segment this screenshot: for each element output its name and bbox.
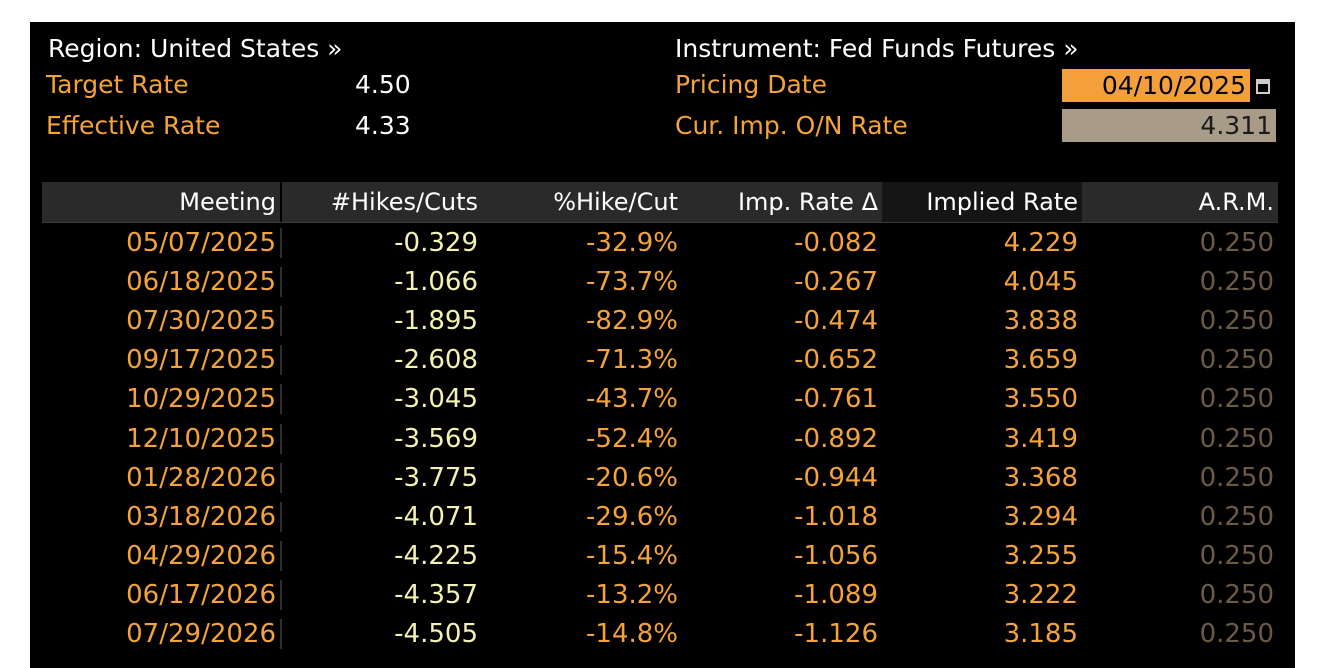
table-row[interactable]: 10/29/2025 -3.045 -43.7% -0.761 3.550 0.250 [42, 380, 1278, 419]
calendar-icon[interactable] [1250, 69, 1276, 102]
meeting-date: 12/10/2025 [42, 423, 282, 454]
implied-rate-value: 3.838 [1003, 305, 1078, 336]
hikes-cuts-value: -4.071 [394, 501, 478, 532]
imp-rate-delta-value: -0.761 [794, 384, 878, 415]
meeting-date: 10/29/2025 [42, 384, 282, 415]
table-row[interactable]: 04/29/2026 -4.225 -15.4% -1.056 3.255 0.250 [42, 537, 1278, 576]
meeting-date: 05/07/2025 [42, 227, 282, 258]
target-rate-label: Target Rate [46, 70, 189, 99]
hikes-cuts-value: -3.775 [394, 462, 478, 493]
meeting-date: 07/29/2026 [42, 619, 282, 650]
pricing-date-input[interactable]: 04/10/2025 [1062, 69, 1250, 102]
implied-rate-value: 3.419 [1003, 423, 1078, 454]
col-header-hikes-cuts[interactable]: #Hikes/Cuts [330, 188, 478, 216]
hikes-cuts-value: -3.045 [394, 384, 478, 415]
arm-value: 0.250 [1199, 266, 1274, 297]
implied-rate-value: 3.294 [1003, 501, 1078, 532]
hikes-cuts-value: -4.357 [394, 580, 478, 611]
cur-imp-rate-label: Cur. Imp. O/N Rate [675, 111, 908, 140]
imp-rate-delta-value: -0.474 [794, 305, 878, 336]
col-header-imp-rate-delta[interactable]: Imp. Rate Δ [737, 188, 878, 216]
pct-hike-cut-value: -29.6% [586, 501, 678, 532]
hikes-cuts-value: -0.329 [394, 227, 478, 258]
table-row[interactable]: 06/17/2026 -4.357 -13.2% -1.089 3.222 0.250 [42, 576, 1278, 615]
pct-hike-cut-value: -82.9% [586, 305, 678, 336]
region-selector[interactable]: Region: United States » [48, 34, 343, 63]
arm-value: 0.250 [1199, 501, 1274, 532]
arm-value: 0.250 [1199, 305, 1274, 336]
hikes-cuts-value: -1.895 [394, 305, 478, 336]
imp-rate-delta-value: -0.082 [794, 227, 878, 258]
pct-hike-cut-value: -15.4% [586, 541, 678, 572]
table-row[interactable]: 09/17/2025 -2.608 -71.3% -0.652 3.659 0.250 [42, 341, 1278, 380]
arm-value: 0.250 [1199, 580, 1274, 611]
col-header-arm[interactable]: A.R.M. [1082, 182, 1278, 222]
imp-rate-delta-value: -0.944 [794, 462, 878, 493]
implied-rate-value: 3.185 [1003, 619, 1078, 650]
imp-rate-delta-value: -1.056 [794, 541, 878, 572]
col-header-pct-hike-cut[interactable]: %Hike/Cut [553, 188, 678, 216]
meeting-date: 09/17/2025 [42, 345, 282, 376]
hikes-cuts-value: -4.505 [394, 619, 478, 650]
table-body: 05/07/2025 -0.329 -32.9% -0.082 4.229 0.250 06… [42, 223, 1278, 654]
implied-rate-value: 3.222 [1003, 580, 1078, 611]
hikes-cuts-value: -4.225 [394, 541, 478, 572]
table-row[interactable]: 07/30/2025 -1.895 -82.9% -0.474 3.838 0.250 [42, 301, 1278, 340]
arm-value: 0.250 [1199, 384, 1274, 415]
meeting-date: 04/29/2026 [42, 541, 282, 572]
pricing-date-label: Pricing Date [675, 70, 827, 99]
meeting-date: 01/28/2026 [42, 462, 282, 493]
arm-value: 0.250 [1199, 619, 1274, 650]
cur-imp-rate-field: 4.311 [1062, 109, 1276, 142]
pct-hike-cut-value: -43.7% [586, 384, 678, 415]
table-row[interactable]: 12/10/2025 -3.569 -52.4% -0.892 3.419 0.250 [42, 419, 1278, 458]
pct-hike-cut-value: -32.9% [586, 227, 678, 258]
arm-value: 0.250 [1199, 227, 1274, 258]
pct-hike-cut-value: -52.4% [586, 423, 678, 454]
imp-rate-delta-value: -0.652 [794, 345, 878, 376]
meeting-date: 07/30/2025 [42, 305, 282, 336]
pct-hike-cut-value: -14.8% [586, 619, 678, 650]
implied-rate-value: 3.550 [1003, 384, 1078, 415]
col-header-meeting[interactable]: Meeting [42, 182, 282, 222]
table-row[interactable]: 03/18/2026 -4.071 -29.6% -1.018 3.294 0.250 [42, 497, 1278, 536]
imp-rate-delta-value: -0.892 [794, 423, 878, 454]
effective-rate-value: 4.33 [355, 111, 411, 140]
col-header-implied-rate[interactable]: Implied Rate [882, 182, 1082, 222]
implied-rate-value: 3.659 [1003, 345, 1078, 376]
arm-value: 0.250 [1199, 423, 1274, 454]
implied-rate-value: 3.255 [1003, 541, 1078, 572]
arm-value: 0.250 [1199, 462, 1274, 493]
meeting-date: 03/18/2026 [42, 501, 282, 532]
table-row[interactable]: 05/07/2025 -0.329 -32.9% -0.082 4.229 0.250 [42, 223, 1278, 262]
imp-rate-delta-value: -1.126 [794, 619, 878, 650]
implied-rate-value: 4.229 [1003, 227, 1078, 258]
meeting-date: 06/17/2026 [42, 580, 282, 611]
target-rate-value: 4.50 [355, 70, 411, 99]
table-row[interactable]: 01/28/2026 -3.775 -20.6% -0.944 3.368 0.250 [42, 458, 1278, 497]
pct-hike-cut-value: -13.2% [586, 580, 678, 611]
pct-hike-cut-value: -73.7% [586, 266, 678, 297]
meeting-table: Meeting #Hikes/Cuts %Hike/Cut Imp. Rate … [42, 182, 1278, 654]
hikes-cuts-value: -2.608 [394, 345, 478, 376]
effective-rate-label: Effective Rate [46, 111, 221, 140]
imp-rate-delta-value: -1.018 [794, 501, 878, 532]
instrument-selector[interactable]: Instrument: Fed Funds Futures » [675, 34, 1079, 63]
table-row[interactable]: 07/29/2026 -4.505 -14.8% -1.126 3.185 0.250 [42, 615, 1278, 654]
implied-rate-value: 3.368 [1003, 462, 1078, 493]
imp-rate-delta-value: -0.267 [794, 266, 878, 297]
pct-hike-cut-value: -71.3% [586, 345, 678, 376]
arm-value: 0.250 [1199, 541, 1274, 572]
pct-hike-cut-value: -20.6% [586, 462, 678, 493]
table-row[interactable]: 06/18/2025 -1.066 -73.7% -0.267 4.045 0.250 [42, 262, 1278, 301]
hikes-cuts-value: -1.066 [394, 266, 478, 297]
arm-value: 0.250 [1199, 345, 1274, 376]
table-header: Meeting #Hikes/Cuts %Hike/Cut Imp. Rate … [42, 182, 1278, 223]
meeting-date: 06/18/2025 [42, 266, 282, 297]
hikes-cuts-value: -3.569 [394, 423, 478, 454]
implied-rate-value: 4.045 [1003, 266, 1078, 297]
imp-rate-delta-value: -1.089 [794, 580, 878, 611]
rate-probability-panel: Region: United States » Instrument: Fed … [30, 22, 1295, 668]
